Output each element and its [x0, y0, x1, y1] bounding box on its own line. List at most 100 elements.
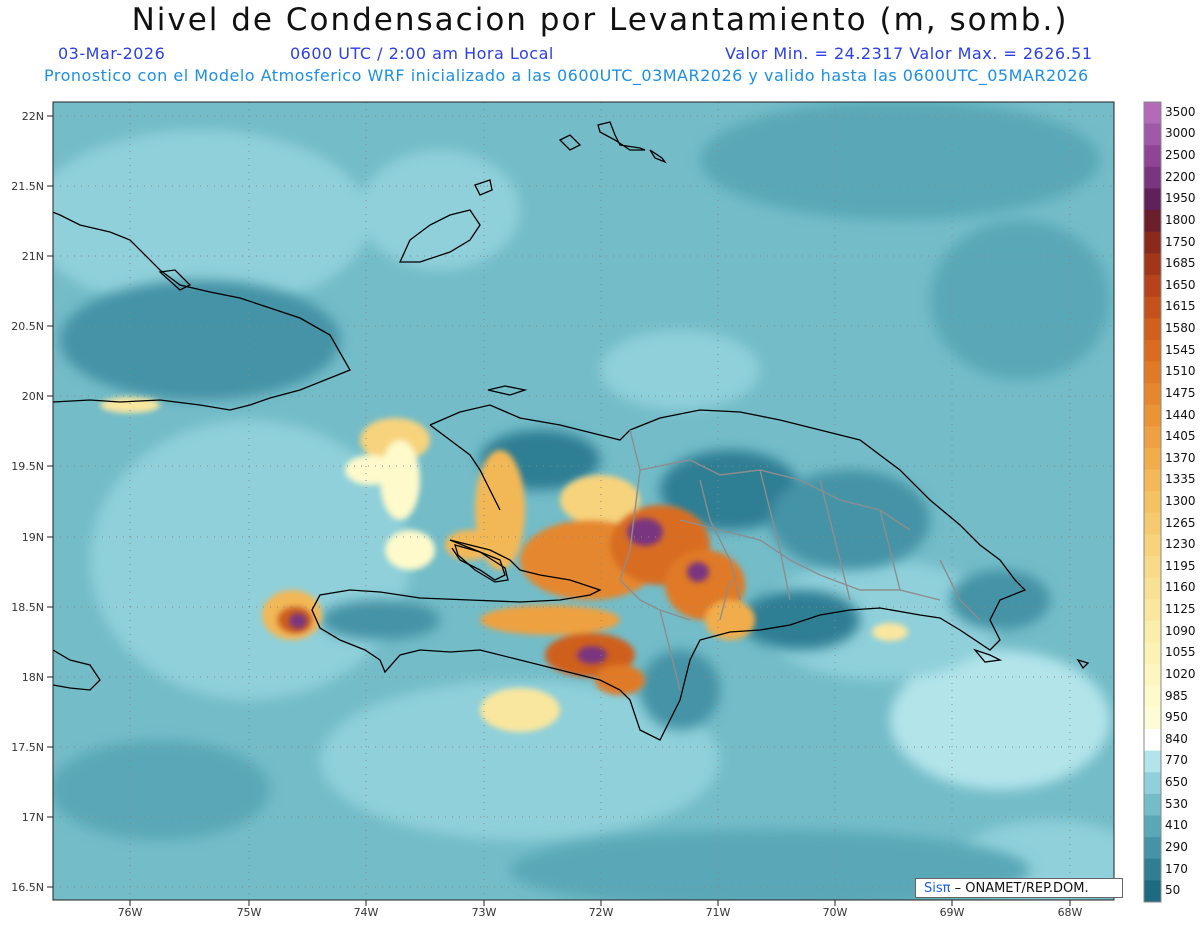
colorbar-swatch	[1144, 253, 1161, 276]
credit-org: – ONAMET/REP.DOM.	[954, 881, 1089, 896]
colorbar-swatch	[1144, 772, 1161, 795]
lcl-field	[53, 102, 1114, 900]
colorbar-swatch	[1144, 491, 1161, 514]
lat-label: 17.5N	[11, 741, 44, 754]
colorbar-label: 2200	[1165, 169, 1196, 184]
lat-label: 20N	[21, 390, 44, 403]
colorbar-swatch	[1144, 145, 1161, 168]
credit-pi: π	[942, 881, 951, 896]
colorbar-label: 1750	[1165, 234, 1196, 249]
lon-label: 73W	[471, 906, 497, 919]
colorbar-label: 50	[1165, 883, 1181, 898]
colorbar-label: 2500	[1165, 148, 1196, 163]
colorbar-swatch	[1144, 296, 1161, 319]
colorbar-swatch	[1144, 383, 1161, 406]
colorbar-label: 1510	[1165, 364, 1196, 379]
colorbar-swatch	[1144, 707, 1161, 730]
colorbar-label: 1090	[1165, 623, 1196, 638]
colorbar-label: 530	[1165, 796, 1188, 811]
colorbar-swatch	[1144, 880, 1161, 903]
colorbar-swatch	[1144, 599, 1161, 622]
lat-label: 19N	[21, 531, 44, 544]
colorbar-label: 3000	[1165, 126, 1196, 141]
lon-label: 69W	[939, 906, 965, 919]
lon-label: 76W	[117, 906, 143, 919]
colorbar-label: 1265	[1165, 515, 1196, 530]
lat-label: 19.5N	[11, 460, 44, 473]
colorbar-swatch	[1144, 642, 1161, 665]
colorbar-swatch	[1144, 620, 1161, 644]
colorbar-label: 1160	[1165, 580, 1196, 595]
colorbar-label: 1475	[1165, 385, 1196, 400]
colorbar-swatch	[1144, 426, 1161, 449]
colorbar-swatch	[1144, 210, 1161, 233]
lat-label: 18.5N	[11, 601, 44, 614]
colorbar-swatch	[1144, 404, 1161, 427]
colorbar-label: 770	[1165, 753, 1188, 768]
colorbar-swatch	[1144, 664, 1161, 687]
colorbar-label: 950	[1165, 710, 1188, 725]
lon-label: 71W	[705, 906, 731, 919]
lat-label: 21.5N	[11, 180, 44, 193]
colorbar-swatch	[1144, 556, 1161, 579]
lat-label: 18N	[21, 671, 44, 684]
colorbar-swatch	[1144, 447, 1161, 471]
lat-label: 22N	[21, 110, 44, 123]
lat-label: 20.5N	[11, 320, 44, 333]
colorbar-label: 1055	[1165, 645, 1196, 660]
colorbar-swatch	[1144, 469, 1161, 492]
colorbar-swatch	[1144, 577, 1161, 600]
lat-label: 17N	[21, 811, 44, 824]
colorbar-swatch	[1144, 793, 1161, 817]
colorbar-label: 1370	[1165, 450, 1196, 465]
colorbar-swatch	[1144, 750, 1161, 773]
colorbar-label: 1950	[1165, 191, 1196, 206]
colorbar	[1143, 101, 1162, 903]
lat-label: 21N	[21, 250, 44, 263]
colorbar-swatch	[1144, 166, 1161, 189]
lon-label: 75W	[236, 906, 262, 919]
colorbar-swatch	[1144, 274, 1161, 298]
colorbar-swatch	[1144, 837, 1161, 860]
colorbar-swatch	[1144, 102, 1161, 125]
time-label: 0600 UTC / 2:00 am Hora Local	[290, 44, 554, 63]
colorbar-label: 840	[1165, 731, 1188, 746]
lon-label: 74W	[353, 906, 379, 919]
map-title: Nivel de Condensacion por Levantamiento …	[131, 2, 1069, 38]
date-label: 03-Mar-2026	[58, 44, 166, 63]
colorbar-label: 650	[1165, 775, 1188, 790]
colorbar-swatch	[1144, 534, 1161, 557]
colorbar-label: 1300	[1165, 494, 1196, 508]
colorbar-swatch	[1144, 815, 1161, 838]
colorbar-label: 1615	[1165, 299, 1196, 314]
lon-label: 72W	[588, 906, 614, 919]
lon-label: 68W	[1057, 906, 1083, 919]
colorbar-swatch	[1144, 123, 1161, 146]
colorbar-label: 1195	[1165, 558, 1196, 573]
colorbar-label: 1335	[1165, 472, 1196, 487]
colorbar-swatch	[1144, 188, 1161, 211]
credit-box: Sisπ – ONAMET/REP.DOM.	[915, 878, 1123, 898]
colorbar-label: 170	[1165, 861, 1188, 876]
colorbar-swatch	[1144, 318, 1161, 341]
colorbar-swatch	[1144, 231, 1161, 254]
map-frame	[52, 101, 1115, 901]
colorbar-label: 1685	[1165, 256, 1196, 271]
colorbar-label: 1230	[1165, 537, 1196, 552]
colorbar-label: 410	[1165, 818, 1188, 833]
colorbar-label: 1580	[1165, 321, 1196, 336]
coastlines	[53, 121, 1090, 741]
description-label: Pronostico con el Modelo Atmosferico WRF…	[44, 66, 1089, 85]
colorbar-label: 1650	[1165, 277, 1196, 292]
colorbar-label: 1800	[1165, 212, 1196, 227]
colorbar-label: 1545	[1165, 342, 1196, 357]
credit-sis: Sis	[924, 881, 943, 896]
lat-label: 16.5N	[11, 881, 44, 894]
colorbar-label: 290	[1165, 839, 1188, 854]
colorbar-border	[1143, 101, 1162, 903]
colorbar-swatch	[1144, 339, 1161, 362]
colorbar-swatch	[1144, 729, 1161, 752]
colorbar-swatch	[1144, 858, 1161, 881]
colorbar-label: 1405	[1165, 429, 1196, 444]
